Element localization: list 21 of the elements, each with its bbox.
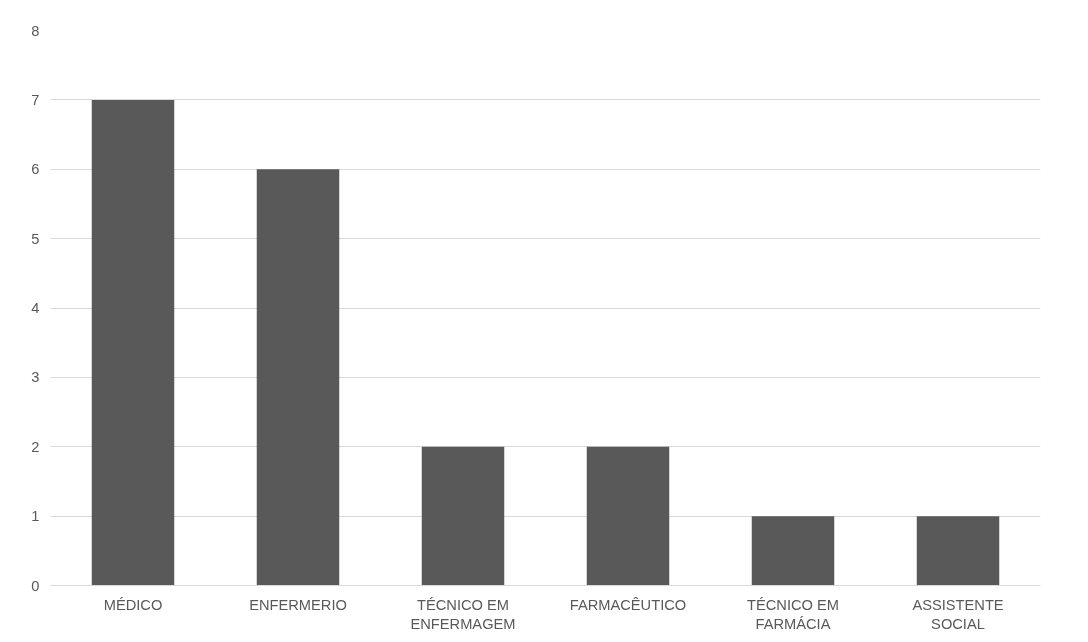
- x-tick-label: ENFERMERIO: [249, 596, 347, 613]
- y-tick-label: 8: [31, 22, 40, 39]
- y-tick-label: 5: [31, 230, 40, 247]
- x-tick-label: ASSISTENTE SOCIAL: [912, 596, 1004, 632]
- x-tick-label: TÉCNICO EM FARMÁCIA: [747, 596, 840, 632]
- y-tick-label: 1: [31, 508, 40, 525]
- y-tick-label: 0: [31, 577, 40, 594]
- y-tick-label: 6: [31, 161, 40, 178]
- x-tick-label: MÉDICO: [103, 596, 163, 613]
- y-tick-label: 4: [31, 300, 40, 316]
- bar: [256, 169, 340, 586]
- x-tick-label: TÉCNICO EM ENFERMAGEM: [410, 596, 516, 632]
- y-tick-label: 7: [31, 91, 40, 108]
- y-tick-label: 2: [31, 438, 40, 455]
- bar: [916, 516, 1000, 586]
- bar: [751, 516, 835, 586]
- y-tick-label: 3: [31, 369, 40, 386]
- bar: [586, 446, 670, 586]
- bar: [421, 446, 505, 586]
- bar: [91, 99, 175, 586]
- x-tick-label: FARMACÊUTICO: [569, 596, 687, 613]
